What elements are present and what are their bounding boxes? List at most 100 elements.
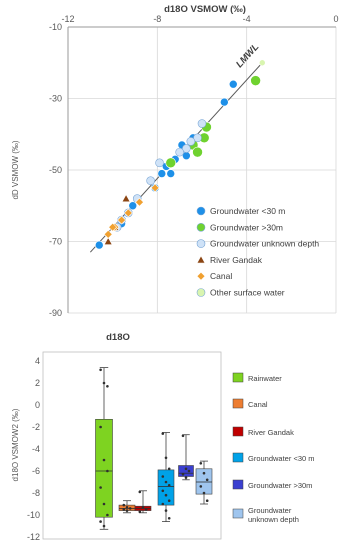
box-groundwater-30-m [157,469,175,506]
box-point-groundwater-unknown-depth [205,478,209,482]
box-point-river-gandak [144,508,148,511]
scatter-x-tick-label: 0 [333,14,338,24]
box-point-groundwater-30m [184,467,188,471]
box-legend-label-river-gandak: River Gandak [248,428,294,437]
box-point-groundwater-30-m [161,502,165,506]
box-point-groundwater-30-m [167,499,171,503]
box-point-rainwater [102,381,106,385]
box-y-tick-label: -10 [27,510,40,520]
box-point-groundwater-30-m [167,467,171,471]
box-point-groundwater-30-m [164,509,168,512]
box-legend-swatch-canal [232,398,244,409]
box-y-tick-label: -8 [32,488,40,498]
point-river-gandak [121,193,131,203]
box-point-groundwater-unknown-depth [205,499,209,503]
box-rainwater [95,418,113,518]
point-groundwater-unknown-depth [155,158,164,168]
box-y-tick-label: -2 [32,422,40,432]
scatter-y-tick-label: -30 [49,94,62,104]
box-y-tick-label: -4 [32,444,40,454]
legend-label-other-surface-water: Other surface water [210,288,285,298]
legend-label-groundwater-30m: Groundwater >30m [210,222,283,232]
point-canal [135,197,144,207]
box-point-rainwater [99,486,102,489]
box-point-rainwater [102,524,106,528]
legend-marker-groundwater-30-m [196,206,206,216]
box-legend-swatch-groundwater-30-m [232,452,244,463]
point-groundwater-30-m [128,201,138,211]
scatter-x-tick-label: -4 [243,14,251,24]
box-y-tick-label: -12 [27,532,40,542]
legend-marker-groundwater-30m [196,223,206,232]
legend-marker-other-surface-water [196,288,206,297]
legend-marker-canal [196,271,206,281]
point-groundwater-30-m [157,169,167,178]
box-point-river-gandak [138,510,142,513]
scatter-y-tick-label: -90 [49,308,62,318]
box-point-rainwater [99,425,102,429]
box-point-rainwater [99,520,102,523]
box-chart: d18O 4 2 0 -2 -4 -6 -8 -10 -12 d18O VSMOW2 (‰) R… [11,332,315,542]
box-point-groundwater-30-m [164,493,168,497]
box-y-tick-label: 4 [35,356,40,366]
point-canal [103,229,113,239]
box-point-rainwater [106,513,109,517]
box-point-groundwater-30m [184,476,188,479]
box-point-rainwater [99,368,102,372]
box-point-groundwater-30-m [167,484,171,487]
scatter-y-tick-label: -70 [49,237,62,247]
box-point-groundwater-30m [181,434,185,438]
point-canal [123,208,133,218]
scatter-y-axis-label: dD VSMOW (‰) [11,140,20,199]
scatter-y-tick-label: -10 [49,22,62,32]
point-groundwater-30m [250,75,261,86]
box-point-groundwater-30-m [164,480,168,484]
box-point-canal [128,507,132,510]
legend-marker-groundwater-unknown-depth [196,239,206,248]
legend-label-canal: Canal [210,271,232,281]
box-point-groundwater-unknown-depth [202,471,206,475]
box-legend-swatch-groundwater-30m [232,479,244,490]
box-legend-label-groundwater-unknown-depth: Groundwater unknown depth [248,506,299,524]
point-groundwater-unknown-depth [175,147,184,157]
scatter-title: d18O VSMOW (‰) [164,4,246,15]
point-groundwater-30m [192,146,203,158]
box-legend-label-rainwater: Rainwater [248,374,282,383]
box-point-groundwater-30-m [161,475,165,478]
box-legend-swatch-river-gandak [232,426,244,437]
point-groundwater-unknown-depth [146,176,155,186]
box-point-rainwater [106,385,109,388]
lmwl-label: LMWL [234,41,261,70]
box-point-canal [125,506,129,509]
box-point-groundwater-30-m [161,432,165,435]
box-y-tick-label: 0 [35,400,40,410]
point-groundwater-unknown-depth [182,144,191,153]
box-point-rainwater [102,502,106,506]
box-point-rainwater [102,458,106,462]
box-legend-label-groundwater-30m: Groundwater >30m [248,481,312,490]
scatter-x-tick-label: -12 [61,14,74,24]
box-point-river-gandak [141,506,145,509]
point-groundwater-unknown-depth [186,137,196,146]
point-groundwater-30-m [94,240,104,250]
legend-label-river-gandak: River Gandak [210,255,263,265]
box-point-river-gandak [138,490,142,494]
point-other-surface-water [258,59,266,67]
point-canal [117,215,127,225]
box-y-tick-label: -6 [32,466,40,476]
box-y-axis-label: d18O VSMOW2 (‰) [11,408,20,481]
box-groundwater-30m [178,465,194,477]
box-point-canal [122,508,126,511]
scatter-chart: d18O VSMOW (‰) -12 -8 -4 0 -10-30-50-70-90 … [11,4,339,318]
box-point-rainwater [106,469,109,473]
box-point-groundwater-30m [181,473,185,476]
box-point-groundwater-unknown-depth [202,491,206,495]
box-point-groundwater-unknown-depth [199,462,203,465]
point-groundwater-unknown-depth [197,119,207,128]
box-plot-area [42,351,222,540]
point-river-gandak [103,236,113,245]
point-groundwater-unknown-depth [193,133,202,143]
box-legend-label-canal: Canal [248,400,268,409]
point-canal [150,183,160,193]
